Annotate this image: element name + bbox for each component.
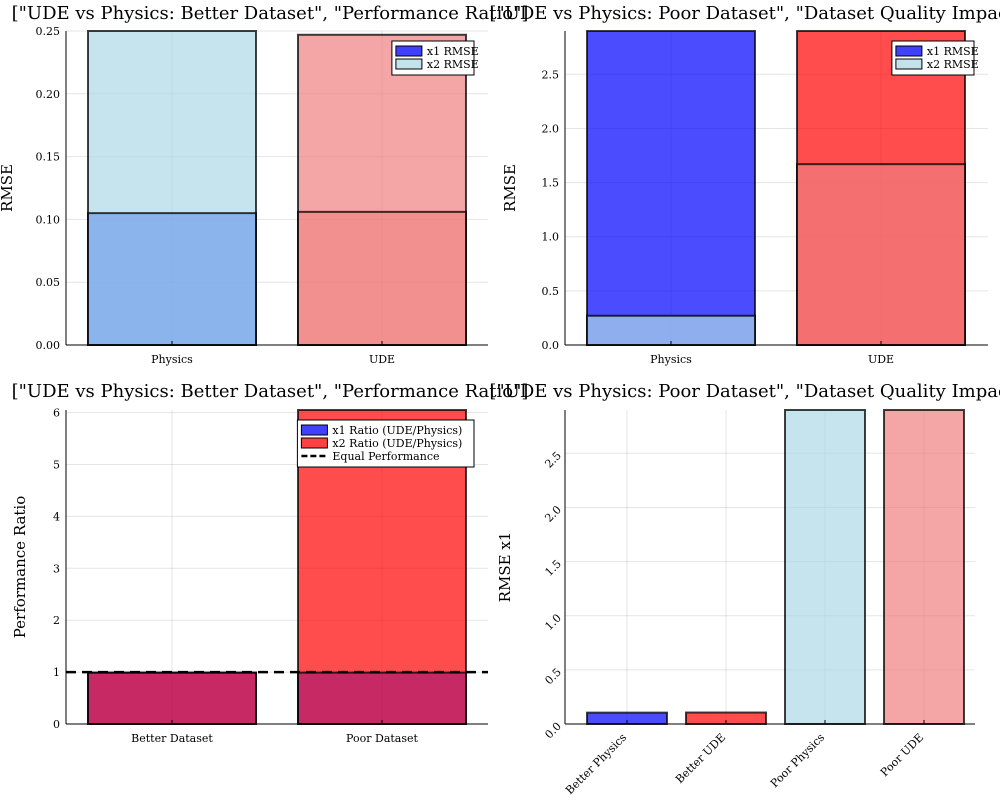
panel-dataset-quality-impact: ["UDE vs Physics: Poor Dataset", "Datase… <box>489 381 1000 797</box>
x-tick-label: Poor Physics <box>768 731 827 790</box>
legend-label: x2 RMSE <box>927 58 979 71</box>
panel-better-dataset-rmse: ["UDE vs Physics: Better Dataset", "Perf… <box>0 3 528 366</box>
legend-swatch <box>395 45 423 57</box>
y-tick-label: 3 <box>53 562 60 575</box>
legend-label: x2 Ratio (UDE/Physics) <box>332 437 462 450</box>
y-tick-label: 0.5 <box>542 285 560 298</box>
bar-physics <box>586 30 756 346</box>
y-tick-label: 2.5 <box>542 68 560 81</box>
legend-swatch <box>895 45 923 57</box>
bar-ude <box>297 210 467 346</box>
bar-physics <box>87 212 257 346</box>
x-tick-label: Better Physics <box>563 731 629 797</box>
legend-label: x1 Ratio (UDE/Physics) <box>332 424 462 437</box>
panel-title: ["UDE vs Physics: Better Dataset", "Perf… <box>12 3 529 24</box>
x-tick-label: Better Dataset <box>131 732 213 745</box>
y-tick-label: 0.20 <box>36 88 61 101</box>
legend-label: x1 RMSE <box>927 45 979 58</box>
y-axis-label: RMSE <box>0 164 16 212</box>
bar-poor-dataset <box>297 671 467 725</box>
panel-title: ["UDE vs Physics: Poor Dataset", "Datase… <box>489 3 1000 24</box>
panel-poor-dataset-rmse: ["UDE vs Physics: Poor Dataset", "Datase… <box>489 3 1000 366</box>
y-tick-label: 0.0 <box>542 720 564 742</box>
panel-title: ["UDE vs Physics: Better Dataset", "Perf… <box>12 381 529 402</box>
legend-label: Equal Performance <box>332 450 439 463</box>
y-tick-label: 1.5 <box>542 177 560 190</box>
bar-better-dataset <box>87 671 257 725</box>
y-tick-label: 0.0 <box>542 339 560 352</box>
panel-performance-ratio: ["UDE vs Physics: Better Dataset", "Perf… <box>11 381 528 745</box>
x-tick-label: Better UDE <box>673 731 728 786</box>
y-tick-label: 4 <box>53 510 60 523</box>
y-axis-label: Performance Ratio <box>11 496 29 639</box>
x-tick-label: UDE <box>868 353 894 366</box>
x-tick-label: Poor Dataset <box>346 732 418 745</box>
y-tick-label: 2.0 <box>542 122 560 135</box>
legend-swatch <box>300 437 328 449</box>
legend-swatch <box>895 58 923 70</box>
y-tick-label: 0.15 <box>36 151 61 164</box>
y-tick-label: 0 <box>53 718 60 731</box>
y-tick-label: 2.5 <box>542 449 564 471</box>
y-tick-label: 1 <box>53 666 60 679</box>
y-tick-label: 0.5 <box>542 666 564 688</box>
y-tick-label: 6 <box>53 407 60 420</box>
x-tick-label: Physics <box>151 353 193 366</box>
y-axis-label: RMSE <box>501 164 519 212</box>
bar-poor-ude <box>883 409 965 725</box>
x-tick-label: UDE <box>369 353 395 366</box>
y-tick-label: 2 <box>53 614 60 627</box>
bar-ude <box>796 163 966 346</box>
panel-title: ["UDE vs Physics: Poor Dataset", "Datase… <box>489 381 1000 402</box>
legend-swatch <box>395 58 423 70</box>
legend: x1 Ratio (UDE/Physics)x2 Ratio (UDE/Phys… <box>296 419 475 468</box>
y-axis-label: RMSE x1 <box>496 532 514 603</box>
y-tick-label: 0.05 <box>36 276 61 289</box>
y-tick-label: 0.25 <box>36 25 61 38</box>
x-tick-label: Poor UDE <box>878 731 926 779</box>
legend-label: x1 RMSE <box>427 45 479 58</box>
legend-swatch <box>300 424 328 436</box>
y-tick-label: 0.10 <box>36 213 61 226</box>
y-tick-label: 5 <box>53 458 60 471</box>
legend-label: x2 RMSE <box>427 58 479 71</box>
y-tick-label: 2.0 <box>542 503 564 525</box>
y-tick-label: 0.00 <box>36 339 61 352</box>
y-tick-label: 1.0 <box>542 611 564 633</box>
bar-poor-physics <box>784 409 866 725</box>
bar-physics <box>586 314 756 346</box>
y-tick-label: 1.0 <box>542 231 560 244</box>
x-tick-label: Physics <box>650 353 692 366</box>
y-tick-label: 1.5 <box>542 557 564 579</box>
